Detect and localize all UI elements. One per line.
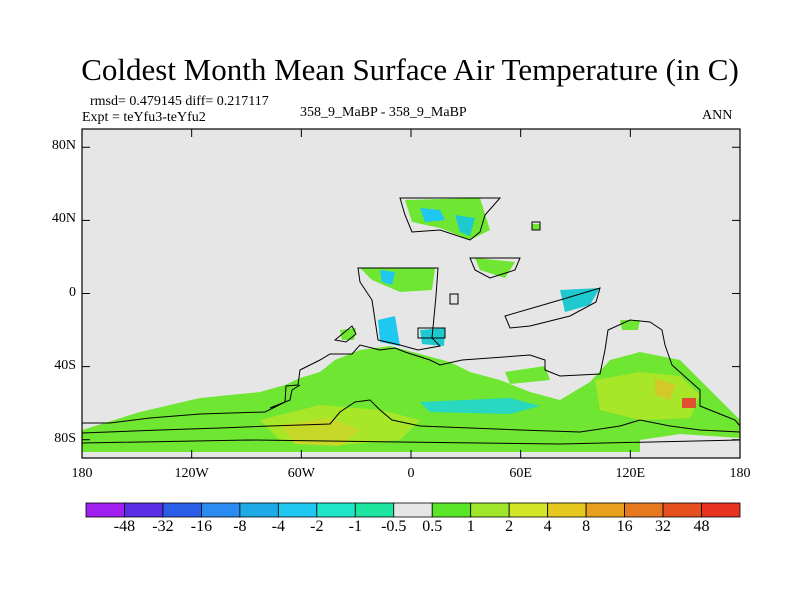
colorbar-label: -4 — [271, 518, 285, 535]
colorbar-swatch — [662, 502, 702, 518]
colorbar-swatch — [547, 502, 587, 518]
colorbar-label: -8 — [233, 518, 247, 535]
colorbar-label: -32 — [152, 518, 174, 535]
y-tick-label: 40S — [54, 357, 76, 373]
y-tick-label: 80S — [54, 430, 76, 446]
chart-title: Coldest Month Mean Surface Air Temperatu… — [81, 52, 739, 87]
season-label: ANN — [702, 108, 733, 123]
colorbar-swatch — [393, 502, 433, 518]
x-tick-label: 60W — [287, 466, 315, 481]
colorbar-label: -0.5 — [381, 518, 407, 535]
colorbar-swatch — [470, 502, 510, 518]
colorbar-swatch — [316, 502, 356, 518]
y-tick-label: 0 — [69, 284, 76, 300]
coastlines — [81, 197, 741, 445]
y-tick-label: 80N — [51, 138, 76, 154]
colorbar-swatch — [431, 502, 472, 518]
x-tick-label: 180 — [729, 466, 751, 481]
x-tick-label: 0 — [407, 466, 415, 481]
colorbar-label: 4 — [543, 518, 552, 535]
colorbar-label: 32 — [655, 518, 672, 535]
x-tick-label: 180 — [71, 466, 93, 481]
colorbar-label: 1 — [466, 518, 475, 535]
colorbar-label: 48 — [693, 518, 710, 535]
x-tick-label: 60E — [509, 466, 532, 481]
expt-label: Expt = teYfu3-teYfu2 — [82, 110, 206, 125]
colorbar-swatch — [277, 502, 318, 518]
colorbar-swatch — [124, 502, 164, 518]
subtitle-label: 358_9_MaBP - 358_9_MaBP — [300, 105, 467, 120]
colorbar-label: -48 — [113, 518, 136, 535]
colorbar-swatch — [239, 502, 279, 518]
x-tick-label: 120W — [174, 466, 209, 481]
colorbar-label: 0.5 — [422, 518, 443, 535]
axis-ticks — [81, 129, 741, 458]
stats-label: rmsd= 0.479145 diff= 0.217117 — [90, 94, 269, 109]
colorbar-label: -16 — [190, 518, 213, 535]
colorbar-swatch — [701, 502, 741, 518]
colorbar-swatch — [508, 502, 549, 518]
colorbar-label: -1 — [348, 518, 362, 535]
colorbar-swatch — [162, 502, 202, 518]
colorbar-swatch — [624, 502, 664, 518]
colorbar-label: 16 — [616, 518, 633, 535]
y-tick-label: 40N — [51, 211, 76, 227]
colorbar-swatch — [201, 502, 241, 518]
colorbar-swatch — [585, 502, 625, 518]
colorbar-label: 2 — [505, 518, 514, 535]
colorbar — [85, 502, 741, 518]
colorbar-label: -2 — [310, 518, 324, 535]
colorbar-label: 8 — [582, 518, 591, 535]
colorbar-swatch — [85, 502, 125, 518]
colorbar-swatch — [354, 502, 395, 518]
x-tick-label: 120E — [615, 466, 646, 481]
